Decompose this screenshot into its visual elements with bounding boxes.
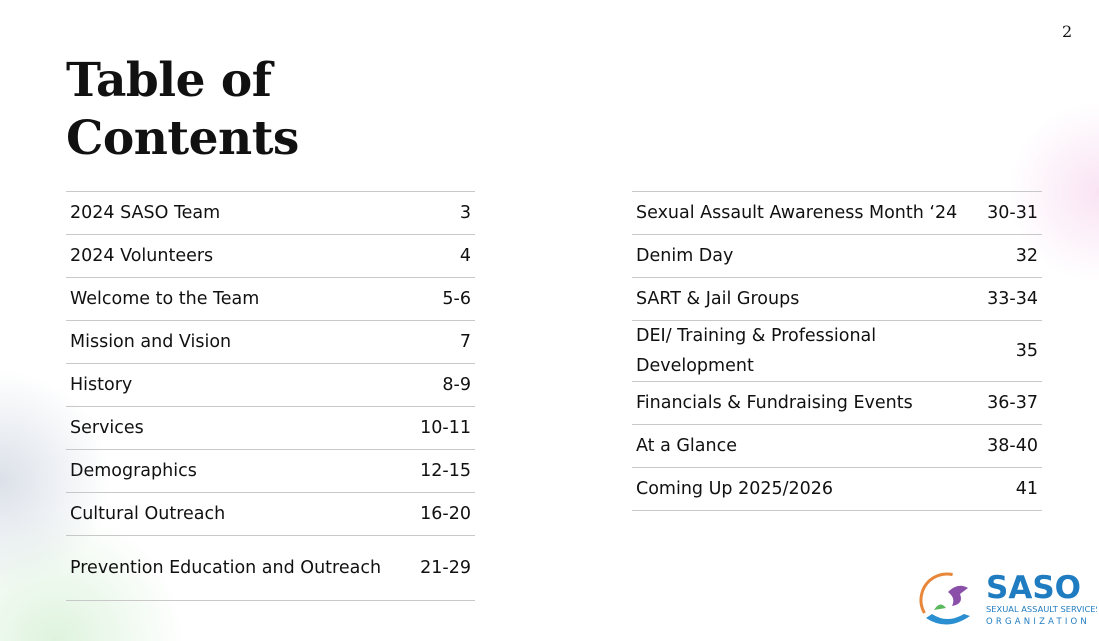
toc-entry: Denim Day bbox=[632, 234, 975, 278]
toc-page: 4 bbox=[411, 234, 475, 278]
toc-entry: Financials & Fundraising Events bbox=[632, 381, 975, 425]
toc-entry: Welcome to the Team bbox=[66, 277, 412, 321]
toc-row: Coming Up 2025/2026 41 bbox=[632, 467, 1042, 511]
toc-row: History 8-9 bbox=[66, 363, 475, 407]
title-line: Table of bbox=[66, 53, 272, 108]
toc-page: 21-29 bbox=[411, 535, 475, 601]
toc-entry: History bbox=[66, 363, 412, 407]
toc-row: Sexual Assault Awareness Month ‘24 30-31 bbox=[632, 191, 1042, 235]
toc-entry: Sexual Assault Awareness Month ‘24 bbox=[632, 191, 975, 235]
toc-page: 8-9 bbox=[411, 363, 475, 407]
toc-page: 16-20 bbox=[411, 492, 475, 536]
toc-row: 2024 Volunteers 4 bbox=[66, 234, 475, 278]
toc-entry: Coming Up 2025/2026 bbox=[632, 467, 975, 511]
toc-page: 41 bbox=[974, 467, 1042, 511]
toc-entry: At a Glance bbox=[632, 424, 975, 468]
logo-leaf bbox=[934, 604, 946, 610]
toc-page: 33-34 bbox=[974, 277, 1042, 321]
logo-line: SEXUAL ASSAULT SERVICES bbox=[986, 604, 1097, 614]
toc-page: 3 bbox=[411, 191, 475, 235]
right-toc: Sexual Assault Awareness Month ‘24 30-31 D… bbox=[632, 191, 1042, 511]
logo-name: SASO bbox=[986, 570, 1081, 606]
toc-row: SART & Jail Groups 33-34 bbox=[632, 277, 1042, 321]
toc-row: Financials & Fundraising Events 36-37 bbox=[632, 381, 1042, 425]
logo: SASO SEXUAL ASSAULT SERVICES ORGANIZATIO… bbox=[919, 570, 1097, 628]
toc-page: 10-11 bbox=[411, 406, 475, 450]
logo-line: ORGANIZATION bbox=[986, 617, 1090, 627]
toc-page: 12-15 bbox=[411, 449, 475, 493]
toc-entry: 2024 SASO Team bbox=[66, 191, 412, 235]
toc-page: 36-37 bbox=[974, 381, 1042, 425]
toc-row: Prevention Education and Outreach 21-29 bbox=[66, 535, 475, 601]
toc-page: 38-40 bbox=[974, 424, 1042, 468]
toc-page: 32 bbox=[974, 234, 1042, 278]
toc-page: 7 bbox=[411, 320, 475, 364]
title: Table of Contents bbox=[66, 52, 299, 168]
toc-row: Demographics 12-15 bbox=[66, 449, 475, 493]
toc-row: At a Glance 38-40 bbox=[632, 424, 1042, 468]
toc-entry: SART & Jail Groups bbox=[632, 277, 975, 321]
toc-entry: DEI/ Training & Professional Development bbox=[632, 320, 975, 382]
toc-entry: Services bbox=[66, 406, 412, 450]
logo-dove bbox=[948, 585, 968, 606]
toc-row: 2024 SASO Team 3 bbox=[66, 191, 475, 235]
logo-hand bbox=[926, 614, 970, 625]
toc-row: Denim Day 32 bbox=[632, 234, 1042, 278]
toc-row: Mission and Vision 7 bbox=[66, 320, 475, 364]
toc-entry: Cultural Outreach bbox=[66, 492, 412, 536]
toc-entry: Mission and Vision bbox=[66, 320, 412, 364]
toc-row: Welcome to the Team 5-6 bbox=[66, 277, 475, 321]
toc-entry: Demographics bbox=[66, 449, 412, 493]
toc-page: 30-31 bbox=[974, 191, 1042, 235]
logo-ring bbox=[919, 572, 975, 628]
page-number: 2 bbox=[1062, 22, 1073, 41]
toc-row: Cultural Outreach 16-20 bbox=[66, 492, 475, 536]
toc-entry: 2024 Volunteers bbox=[66, 234, 412, 278]
toc-entry: Prevention Education and Outreach bbox=[66, 535, 412, 601]
toc-row: Services 10-11 bbox=[66, 406, 475, 450]
toc-page: 5-6 bbox=[411, 277, 475, 321]
left-toc: 2024 SASO Team 3 2024 Volunteers 4 Welcome t… bbox=[66, 191, 475, 601]
toc-row: DEI/ Training & Professional Development… bbox=[632, 320, 1042, 382]
title-line: Contents bbox=[66, 111, 299, 166]
toc-page: 35 bbox=[974, 320, 1042, 382]
